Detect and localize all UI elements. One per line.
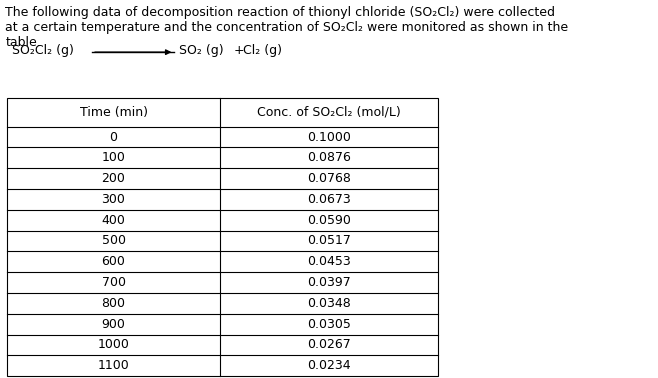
Text: 900: 900 (101, 318, 126, 331)
Text: 0.0234: 0.0234 (307, 359, 351, 372)
Text: 0.0517: 0.0517 (307, 234, 351, 248)
Text: table.: table. (5, 36, 41, 49)
Text: 1000: 1000 (97, 338, 130, 352)
Text: 500: 500 (101, 234, 126, 248)
Text: 800: 800 (101, 297, 126, 310)
Text: Cl₂ (g): Cl₂ (g) (243, 44, 282, 57)
Text: SO₂Cl₂ (g): SO₂Cl₂ (g) (12, 44, 74, 57)
Text: 0.0305: 0.0305 (307, 318, 351, 331)
Text: +: + (234, 44, 244, 57)
Text: The following data of decomposition reaction of thionyl chloride (SO₂Cl₂) were c: The following data of decomposition reac… (5, 6, 555, 19)
Text: 0.0397: 0.0397 (307, 276, 351, 289)
Text: 0.0348: 0.0348 (307, 297, 351, 310)
Text: 400: 400 (101, 214, 126, 227)
Text: 700: 700 (101, 276, 126, 289)
Text: 0.1000: 0.1000 (307, 130, 351, 144)
Bar (7, 98, 438, 376)
Text: 300: 300 (101, 193, 126, 206)
Text: 1100: 1100 (97, 359, 130, 372)
Text: 100: 100 (101, 151, 126, 164)
Text: 0.0673: 0.0673 (307, 193, 351, 206)
Text: 0: 0 (109, 130, 118, 144)
Text: 200: 200 (101, 172, 126, 185)
Text: 0.0267: 0.0267 (307, 338, 351, 352)
Text: 600: 600 (101, 255, 126, 268)
Text: Conc. of SO₂Cl₂ (mol/L): Conc. of SO₂Cl₂ (mol/L) (257, 106, 401, 119)
Text: 0.0590: 0.0590 (307, 214, 351, 227)
Text: Time (min): Time (min) (80, 106, 147, 119)
Text: at a certain temperature and the concentration of SO₂Cl₂ were monitored as shown: at a certain temperature and the concent… (5, 21, 569, 34)
Text: 0.0876: 0.0876 (307, 151, 351, 164)
Text: 0.0768: 0.0768 (307, 172, 351, 185)
Text: SO₂ (g): SO₂ (g) (179, 44, 224, 57)
Text: 0.0453: 0.0453 (307, 255, 351, 268)
